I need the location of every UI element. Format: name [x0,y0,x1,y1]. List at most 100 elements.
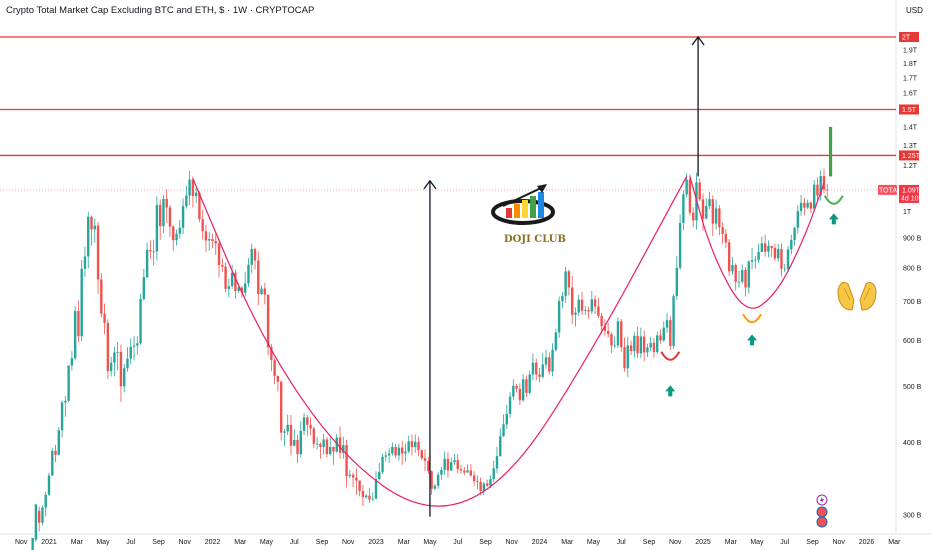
event-icons[interactable] [816,494,828,528]
y-tick-label-0: 300 B [903,513,922,520]
up-arrow-icon-2 [828,213,839,225]
hand-finger-2 [863,287,871,301]
candle-body-179 [616,321,620,346]
candle-body-215 [734,265,737,282]
candle-body-68 [253,249,257,261]
candle-body-231 [786,249,790,269]
candle-body-35 [145,249,149,278]
candle-body-191 [656,335,659,352]
x-tick-label-8: Mar [234,539,247,546]
candle-body-129 [453,460,456,463]
candle-body-227 [773,247,777,259]
y-tick-label-7: 1T [903,209,912,216]
candle-body-21 [100,279,103,314]
candle-body-40 [162,198,165,227]
x-tick-label-27: May [750,539,764,546]
x-tick-label-15: May [423,539,437,546]
candle-body-84 [306,417,309,425]
candle-body-235 [799,202,803,212]
candle-body-124 [436,474,440,486]
candle-body-19 [93,225,96,230]
hands-emoji [837,281,877,311]
logo-text: DOJI CLUB [504,234,566,245]
x-tick-label-32: Mar [888,539,901,546]
candle-body-205 [701,199,705,219]
candle-body-65 [244,283,247,293]
y-tick-label-5: 800 B [903,265,922,272]
candle-body-164 [567,271,571,288]
candle-body-134 [469,470,473,476]
x-tick-label-29: Sep [806,539,819,546]
candle-body-27 [119,351,123,387]
candle-body-85 [309,424,312,429]
candle-body-17 [87,216,90,257]
cup-curves [192,176,825,507]
candle-body-142 [495,456,499,469]
candle-body-96 [345,445,348,477]
candle-body-224 [763,243,767,252]
x-tick-label-14: Mar [398,539,411,546]
currency-label[interactable]: USD [906,6,923,15]
y-tick-label-2: 500 B [903,384,922,391]
candle-body-207 [708,199,711,207]
x-tick-label-18: Nov [505,539,518,546]
candle-body-213 [727,242,731,272]
candle-body-153 [531,362,535,375]
candle-body-171 [590,299,594,312]
candle-body-51 [198,192,201,220]
candle-body-145 [505,413,508,425]
candle-body-219 [747,261,750,288]
candle-body-126 [443,458,446,470]
candle-body-38 [155,204,159,252]
candle-body-190 [652,342,656,352]
candle-body-143 [499,436,502,457]
price-badge [899,184,919,203]
candles [31,126,833,550]
candle-body-54 [208,239,211,241]
candle-body-123 [433,485,437,489]
candle-body-241 [819,175,822,196]
candle-body-72 [266,294,270,348]
measure-arrows [423,35,705,517]
candle-body-16 [83,256,87,269]
candle-body-18 [90,216,93,230]
candle-body-135 [472,475,476,482]
candle-body-169 [584,309,587,311]
candle-body-162 [561,295,564,302]
candle-body-149 [518,388,522,401]
level-badge-1 [899,104,919,115]
x-tick-label-23: Sep [643,539,656,546]
up-arrow-icon-1 [747,334,758,346]
candle-body-48 [188,179,191,196]
projection-candle [828,126,833,177]
candle-body-56 [214,241,217,244]
hand-finger-1 [843,287,851,301]
candle-body-156 [541,364,544,377]
candle-body-209 [714,208,718,224]
candle-body-67 [250,249,253,265]
candle-body-101 [361,490,365,498]
candle-body-46 [181,206,185,228]
candle-body-117 [414,441,417,447]
candle-body-63 [237,287,240,291]
candle-body-64 [240,287,244,293]
candle-body-154 [535,362,538,375]
x-tick-label-0: Nov [15,539,28,546]
candle-body-193 [662,327,665,341]
candle-body-233 [793,227,796,240]
candle-body-204 [698,182,701,200]
candle-body-95 [342,445,345,453]
doji-club-logo: DOJI CLUB [491,184,566,245]
candle-body-4 [44,494,47,508]
candle-body-109 [387,453,391,456]
hand-right [859,281,877,311]
candle-body-240 [816,184,819,196]
candle-body-57 [217,243,221,266]
candle-body-132 [463,470,466,473]
y-tick-label-8: 1.2T [903,163,918,170]
candle-body-106 [378,471,381,480]
x-tick-label-3: May [96,539,110,546]
candle-body-184 [633,335,636,352]
cup-2021-2024 [192,176,688,507]
